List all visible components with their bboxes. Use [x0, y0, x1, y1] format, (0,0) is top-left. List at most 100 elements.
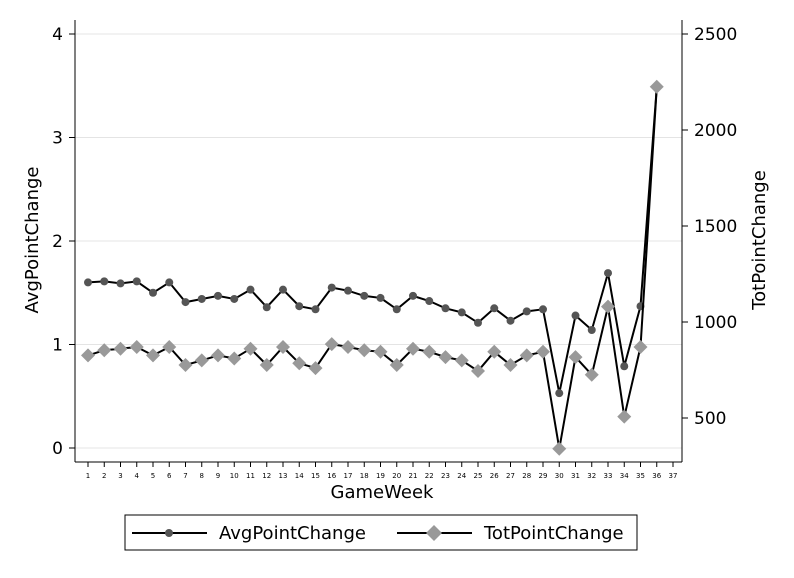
data-point-tot — [487, 344, 502, 359]
x-tick-label: 18 — [360, 472, 369, 480]
data-point-tot — [617, 409, 632, 424]
x-tick-label: 32 — [587, 472, 596, 480]
data-point-avg — [409, 291, 417, 300]
data-point-tot — [519, 348, 534, 363]
data-point-tot — [649, 79, 664, 94]
data-point-tot — [471, 363, 485, 378]
data-point-avg — [344, 286, 352, 295]
x-tick-label: 12 — [262, 472, 271, 480]
x-tick-label: 8 — [200, 472, 204, 480]
x-tick-label: 26 — [490, 472, 499, 480]
legend-label-avg: AvgPointChange — [219, 523, 366, 544]
data-point-tot — [324, 337, 339, 352]
data-point-avg — [604, 269, 612, 278]
x-tick-label: 20 — [392, 472, 401, 480]
x-tick-label: 14 — [295, 472, 304, 480]
legend-marker-avg — [165, 529, 173, 537]
data-point-tot — [406, 341, 420, 356]
y-left-tick-label: 2 — [52, 232, 63, 252]
data-point-avg — [327, 283, 336, 292]
data-point-avg — [181, 298, 190, 307]
x-tick-label: 17 — [344, 472, 353, 480]
y-left-axis-title: AvgPointChange — [22, 167, 43, 314]
data-point-tot — [601, 299, 615, 314]
x-tick-label: 1 — [86, 472, 90, 480]
legend-box — [124, 514, 638, 551]
data-point-avg — [165, 278, 174, 287]
data-point-avg — [376, 293, 385, 302]
y-left-tick-label: 1 — [52, 336, 63, 356]
y-right-tick-label: 2500 — [694, 25, 737, 45]
data-point-avg — [214, 291, 222, 300]
data-point-avg — [457, 308, 466, 317]
data-point-tot — [194, 353, 209, 368]
x-tick-label: 29 — [539, 472, 548, 480]
legend-label-tot: TotPointChange — [483, 523, 624, 544]
data-point-tot — [568, 350, 583, 365]
data-point-avg — [132, 277, 141, 286]
data-point-avg — [84, 278, 92, 287]
x-tick-label: 21 — [409, 472, 418, 480]
data-point-tot — [97, 343, 112, 358]
data-point-tot — [422, 344, 437, 359]
data-point-avg — [116, 279, 125, 288]
data-point-avg — [311, 305, 320, 314]
data-point-tot — [178, 358, 193, 373]
y-right-tick-label: 1500 — [694, 217, 737, 237]
data-point-avg — [100, 277, 109, 286]
x-tick-label: 27 — [506, 472, 515, 480]
x-tick-label: 10 — [230, 472, 239, 480]
data-point-avg — [279, 285, 287, 294]
data-point-avg — [425, 297, 434, 306]
data-point-avg — [522, 307, 531, 316]
x-tick-label: 2 — [102, 472, 106, 480]
series-line-avg — [87, 86, 658, 394]
x-tick-label: 30 — [555, 472, 564, 480]
data-point-tot — [584, 367, 599, 382]
data-point-tot — [454, 353, 469, 368]
x-tick-label: 11 — [246, 472, 255, 480]
data-point-avg — [474, 318, 482, 327]
x-tick-label: 19 — [376, 472, 385, 480]
data-point-avg — [230, 294, 239, 303]
x-tick-label: 23 — [441, 472, 450, 480]
y-right-axis-title: TotPointChange — [749, 170, 770, 311]
data-point-tot — [113, 341, 128, 356]
y-right-tick-label: 500 — [694, 409, 726, 429]
x-tick-label: 4 — [135, 472, 140, 480]
y-left-tick-label: 4 — [52, 25, 63, 45]
x-tick-label: 28 — [522, 472, 531, 480]
x-tick-label: 6 — [167, 472, 172, 480]
data-point-avg — [360, 291, 369, 300]
data-point-tot — [276, 339, 290, 354]
x-tick-label: 3 — [118, 472, 122, 480]
x-tick-label: 36 — [652, 472, 661, 480]
x-tick-label: 22 — [425, 472, 434, 480]
data-point-tot — [308, 361, 323, 376]
data-point-avg — [571, 311, 580, 320]
x-tick-label: 13 — [279, 472, 288, 480]
data-point-tot — [373, 344, 388, 359]
x-tick-label: 5 — [151, 472, 155, 480]
data-point-avg — [246, 285, 255, 294]
data-point-tot — [259, 358, 274, 373]
x-tick-label: 35 — [636, 472, 645, 480]
data-point-tot — [341, 339, 355, 354]
data-point-tot — [503, 358, 518, 373]
data-point-tot — [162, 339, 177, 354]
data-point-tot — [146, 348, 160, 363]
data-point-tot — [389, 358, 404, 373]
data-point-tot — [438, 350, 453, 365]
x-tick-label: 34 — [620, 472, 629, 480]
gridlines — [75, 33, 682, 449]
y-left-tick-label: 0 — [52, 439, 63, 459]
data-point-avg — [295, 302, 304, 311]
y-right-tick-label: 2000 — [694, 121, 737, 141]
data-point-tot — [552, 441, 567, 456]
data-point-tot — [292, 356, 307, 371]
data-point-avg — [555, 389, 564, 398]
data-point-tot — [633, 339, 648, 354]
x-tick-label: 37 — [669, 472, 678, 480]
